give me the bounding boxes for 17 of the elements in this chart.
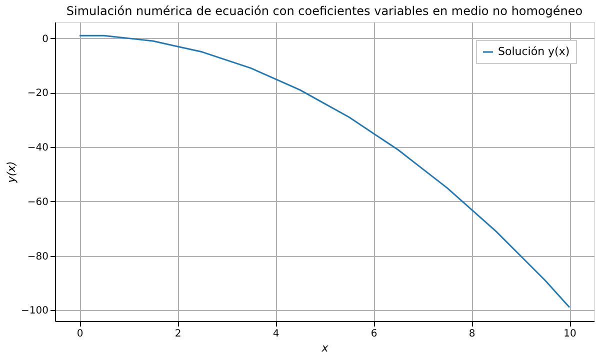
- y-axis-title: y(x): [5, 161, 18, 184]
- y-tick-label: −60: [27, 196, 48, 208]
- x-tick-label: 4: [272, 328, 280, 340]
- y-tick-label: −20: [27, 88, 48, 100]
- x-tick-label: 8: [468, 328, 476, 340]
- x-tick-label: 10: [564, 328, 576, 340]
- x-axis-title: x: [320, 342, 329, 354]
- x-tick-label: 6: [370, 328, 378, 340]
- y-tick-label: −80: [27, 251, 48, 262]
- y-tick-label: −100: [21, 306, 48, 317]
- x-tick-label: 0: [76, 328, 84, 340]
- legend-label: Solución y(x): [498, 45, 570, 58]
- line-series: [78, 34, 570, 308]
- y-tick-label: −40: [27, 142, 48, 154]
- y-tick-label: 0: [42, 34, 48, 45]
- chart-title: Simulación numérica de ecuación con coeficientes variables en medio no homogéneo: [66, 4, 583, 18]
- x-tick-label: 2: [174, 328, 182, 340]
